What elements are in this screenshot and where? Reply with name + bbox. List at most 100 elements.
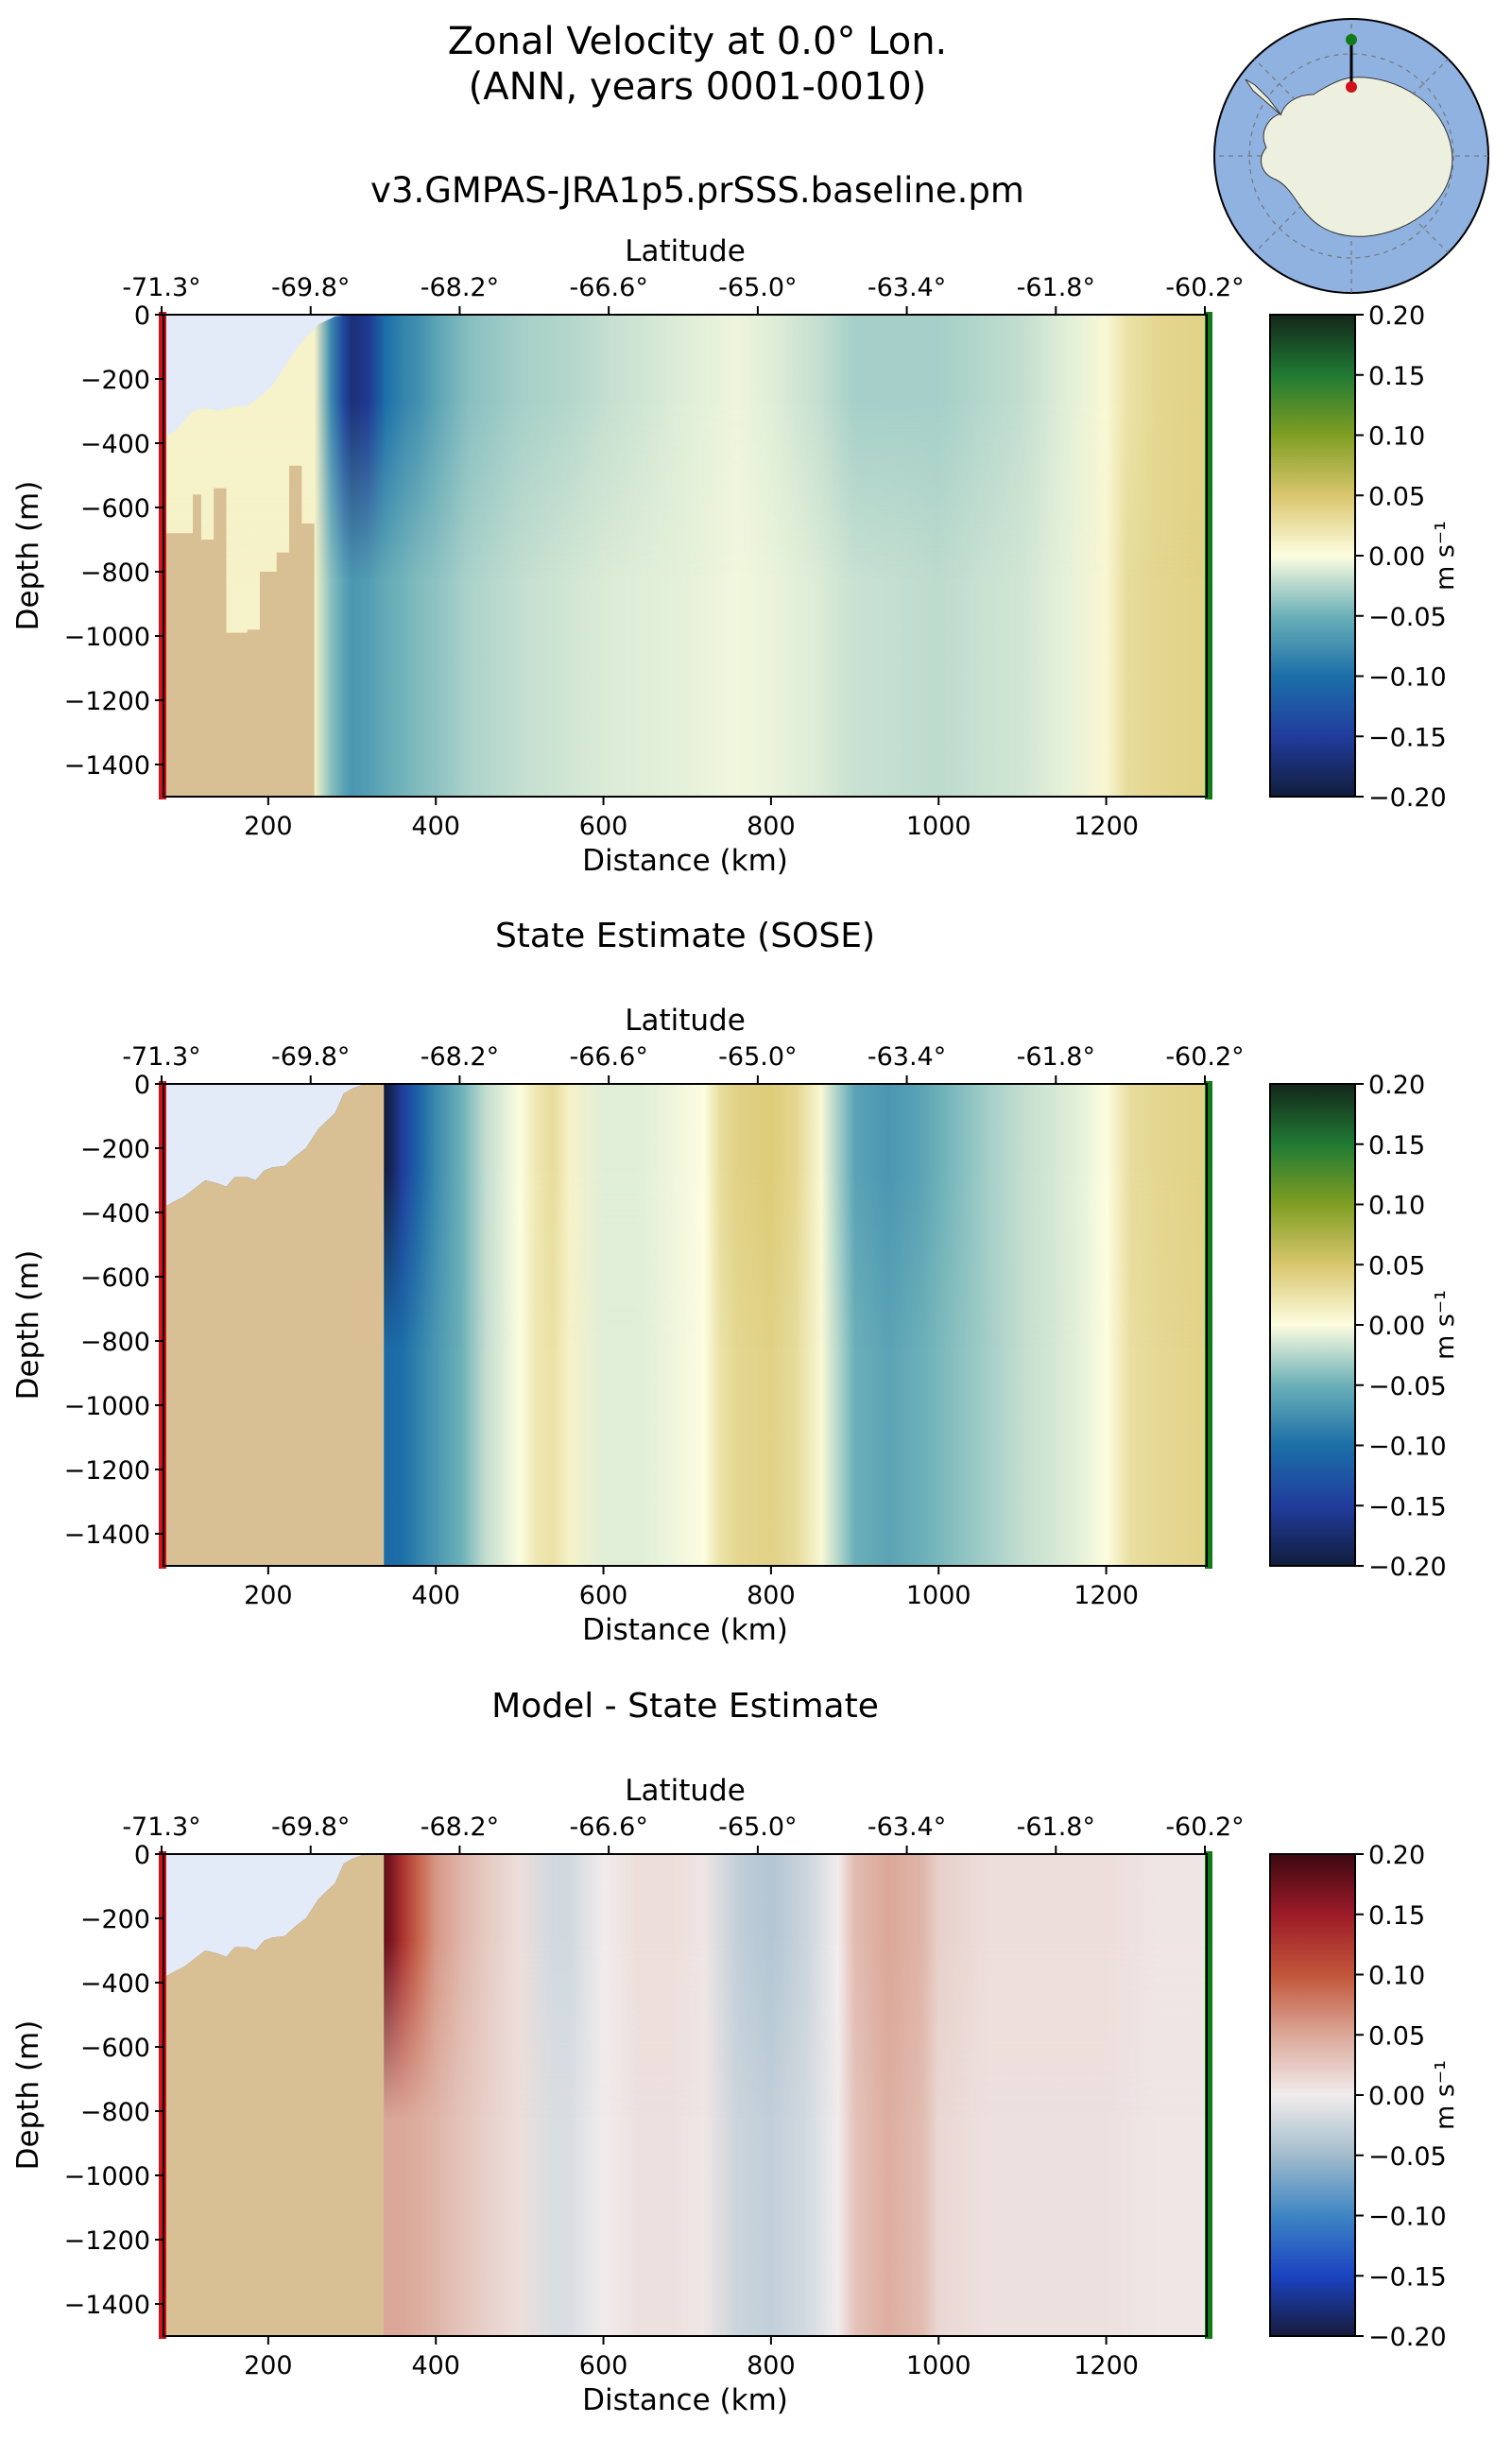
colorbar-label: m s⁻¹ bbox=[1431, 1290, 1460, 1360]
latitude-tick-label: -66.6° bbox=[569, 273, 647, 302]
y-tick-label: −400 bbox=[80, 1969, 150, 1999]
colorbar-tick-label: 0.20 bbox=[1368, 301, 1425, 331]
colorbar-tick-label: −0.15 bbox=[1368, 723, 1447, 752]
x-tick-label: 600 bbox=[579, 2351, 628, 2380]
colorbar-tick-label: 0.15 bbox=[1368, 1901, 1425, 1931]
x-tick-label: 800 bbox=[747, 1581, 796, 1610]
latitude-axis-label: Latitude bbox=[625, 234, 746, 268]
latitude-tick-label: -71.3° bbox=[122, 1813, 200, 1842]
x-tick-label: 200 bbox=[244, 1581, 293, 1610]
colorbar-tick-label: 0.10 bbox=[1368, 1192, 1425, 1221]
y-tick-label: −1400 bbox=[64, 1521, 150, 1550]
y-tick-label: −800 bbox=[80, 2098, 150, 2127]
figure-title-line-2: (ANN, years 0001-0010) bbox=[468, 65, 927, 109]
colorbar-tick-label: 0.05 bbox=[1368, 2021, 1425, 2051]
colorbar-tick-label: −0.20 bbox=[1368, 2323, 1447, 2352]
x-tick-label: 1200 bbox=[1074, 2351, 1139, 2380]
latitude-tick-label: -60.2° bbox=[1165, 1042, 1244, 1072]
colorbar-tick-label: −0.05 bbox=[1368, 2142, 1447, 2172]
latitude-tick-label: -61.8° bbox=[1017, 273, 1095, 302]
latitude-tick-label: -61.8° bbox=[1017, 1813, 1095, 1842]
colorbar-tick-label: −0.20 bbox=[1368, 1553, 1447, 1582]
x-tick-label: 600 bbox=[579, 1581, 628, 1610]
panel-model: 200 400 600 800 1000 1200 Distance (km) 0 −200 −4… bbox=[11, 234, 1460, 878]
latitude-tick-label: -68.2° bbox=[421, 1813, 499, 1842]
transect-end-marker bbox=[1205, 1851, 1212, 2339]
x-axis-label: Distance (km) bbox=[582, 1613, 788, 1647]
x-tick-label: 800 bbox=[747, 2351, 796, 2380]
y-axis-label: Depth (m) bbox=[11, 2020, 45, 2171]
figure-title: Zonal Velocity at 0.0° Lon. (ANN, years … bbox=[448, 19, 948, 110]
south-polar-stereographic-map-icon bbox=[1213, 18, 1489, 294]
latitude-tick-label: -60.2° bbox=[1165, 1813, 1244, 1842]
colorbar-tick-label: −0.05 bbox=[1368, 603, 1447, 632]
colorbar-tick-label: 0.05 bbox=[1368, 482, 1425, 511]
y-tick-label: −400 bbox=[80, 1199, 150, 1228]
colorbar-tick-label: −0.10 bbox=[1368, 663, 1447, 693]
latitude-tick-label: -69.8° bbox=[271, 273, 350, 302]
latitude-tick-label: -63.4° bbox=[868, 1813, 946, 1842]
x-tick-label: 1000 bbox=[906, 812, 971, 841]
y-tick-label: −1000 bbox=[64, 623, 150, 652]
panel-state-estimate: State Estimate (SOSE) 200 400 600 800 1000 120… bbox=[11, 917, 1460, 1647]
latitude-tick-label: -68.2° bbox=[421, 1042, 499, 1072]
x-tick-label: 600 bbox=[579, 812, 628, 841]
y-tick-label: −1200 bbox=[64, 1456, 150, 1486]
y-tick-label: −200 bbox=[80, 1135, 150, 1164]
y-tick-label: −1000 bbox=[64, 1392, 150, 1421]
latitude-tick-label: -68.2° bbox=[421, 273, 499, 302]
plot-frame bbox=[163, 1853, 1208, 2337]
colorbar-tick-label: −0.15 bbox=[1368, 1492, 1447, 1521]
colorbar bbox=[1269, 1083, 1356, 1567]
plot-frame bbox=[163, 314, 1208, 798]
figure-title-line-1: Zonal Velocity at 0.0° Lon. bbox=[447, 20, 948, 63]
y-tick-label: 0 bbox=[134, 301, 150, 331]
transect-end-marker bbox=[1205, 1081, 1212, 1569]
panel-title: Model - State Estimate bbox=[491, 1687, 879, 1726]
latitude-tick-label: -63.4° bbox=[868, 273, 946, 302]
colorbar-label: m s⁻¹ bbox=[1431, 521, 1460, 591]
x-tick-label: 400 bbox=[411, 1581, 460, 1610]
colorbar bbox=[1269, 314, 1356, 798]
velocity-field-surface bbox=[163, 315, 1207, 797]
colorbar-tick-label: 0.00 bbox=[1368, 542, 1425, 572]
y-tick-label: −600 bbox=[80, 1263, 150, 1293]
ice-shelf bbox=[163, 1854, 385, 2336]
panel-title: State Estimate (SOSE) bbox=[495, 917, 875, 955]
y-tick-label: −800 bbox=[80, 1328, 150, 1357]
latitude-tick-label: -71.3° bbox=[122, 273, 200, 302]
latitude-tick-label: -63.4° bbox=[868, 1042, 946, 1072]
latitude-tick-label: -61.8° bbox=[1017, 1042, 1095, 1072]
x-tick-label: 200 bbox=[244, 812, 293, 841]
latitude-tick-label: -69.8° bbox=[271, 1813, 350, 1842]
latitude-tick-label: -66.6° bbox=[569, 1813, 647, 1842]
colorbar-tick-label: 0.00 bbox=[1368, 1312, 1425, 1341]
x-tick-label: 400 bbox=[411, 812, 460, 841]
y-tick-label: 0 bbox=[134, 1071, 150, 1100]
x-axis-label: Distance (km) bbox=[582, 844, 788, 878]
colorbar-tick-label: 0.10 bbox=[1368, 422, 1425, 452]
x-tick-label: 800 bbox=[747, 812, 796, 841]
y-axis-label: Depth (m) bbox=[11, 481, 45, 631]
x-tick-label: 200 bbox=[244, 2351, 293, 2380]
plot-frame bbox=[163, 1083, 1208, 1567]
colorbar-tick-label: −0.15 bbox=[1368, 2262, 1447, 2292]
y-tick-label: −400 bbox=[80, 430, 150, 459]
y-tick-label: −200 bbox=[80, 366, 150, 395]
x-tick-label: 1200 bbox=[1074, 1581, 1139, 1610]
bathymetry bbox=[163, 1084, 385, 1566]
panel-model-minus-state-estimate: Model - State Estimate 200 400 600 800 1000 12… bbox=[11, 1687, 1460, 2417]
colorbar-tick-label: −0.10 bbox=[1368, 2203, 1447, 2232]
colorbar bbox=[1269, 1853, 1356, 2337]
colorbar-label: m s⁻¹ bbox=[1431, 2060, 1460, 2130]
y-tick-label: −1400 bbox=[64, 751, 150, 781]
x-tick-label: 1200 bbox=[1074, 812, 1139, 841]
latitude-tick-label: -66.6° bbox=[569, 1042, 647, 1072]
x-axis-label: Distance (km) bbox=[582, 2383, 788, 2417]
y-tick-label: −1400 bbox=[64, 2291, 150, 2320]
y-tick-label: −1000 bbox=[64, 2162, 150, 2191]
x-tick-label: 400 bbox=[411, 2351, 460, 2380]
ice-shelf bbox=[163, 315, 352, 438]
latitude-tick-label: -71.3° bbox=[122, 1042, 200, 1072]
